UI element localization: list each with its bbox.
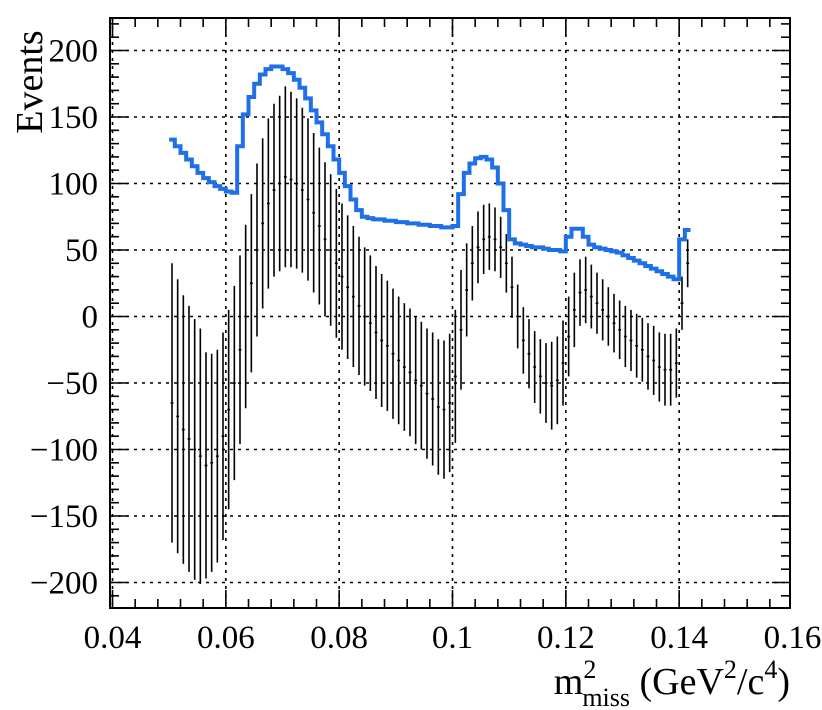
x-tick-label: 0.06 — [197, 620, 255, 656]
x-tick-label: 0.08 — [310, 620, 368, 656]
x-axis-title-main: m — [554, 661, 584, 703]
x-axis-title-unit-open: (GeV — [630, 661, 724, 703]
x-axis-title-unit-sup2: 4 — [764, 655, 777, 684]
plot-frame — [109, 17, 791, 609]
x-axis-title: m2 miss (GeV2/c4) — [554, 655, 790, 710]
data-points — [170, 86, 690, 584]
x-tick-label: 0.16 — [764, 620, 822, 656]
fit-curve — [169, 64, 691, 282]
x-axis-title-unit-sup: 2 — [724, 655, 737, 684]
y-tick-label: 150 — [49, 100, 99, 136]
axes — [110, 18, 790, 608]
y-tick-label: 100 — [49, 167, 99, 203]
y-tick-label: −100 — [30, 433, 98, 469]
x-tick-label: 0.04 — [84, 620, 142, 656]
x-tick-label: 0.12 — [537, 620, 595, 656]
y-tick-label: 200 — [49, 34, 99, 70]
x-axis-title-unit-close: ) — [777, 661, 790, 703]
tick-labels: 0.04 0.06 0.08 0.1 0.12 0.14 0.16 −200 −150 −100 −… — [30, 34, 822, 657]
x-axis-title-sup: 2 — [583, 655, 596, 684]
x-tick-label: 0.14 — [650, 620, 708, 656]
x-axis-title-unit-mid: /c — [737, 661, 764, 703]
data-series — [169, 64, 691, 584]
y-tick-label: −200 — [30, 566, 98, 602]
y-tick-label: 50 — [65, 233, 98, 269]
x-axis-title-sub: miss — [582, 683, 630, 710]
y-axis-title: Events — [9, 30, 51, 133]
y-tick-label: −150 — [30, 499, 98, 535]
y-tick-label: 0 — [82, 300, 99, 336]
y-tick-label: −50 — [46, 366, 98, 402]
x-tick-label: 0.1 — [432, 620, 473, 656]
